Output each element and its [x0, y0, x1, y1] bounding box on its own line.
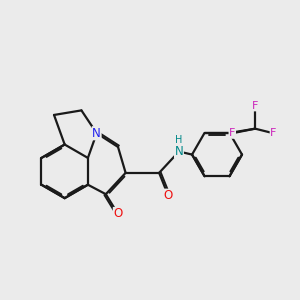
- Text: N: N: [92, 127, 101, 140]
- Text: F: F: [252, 101, 258, 111]
- Text: N: N: [175, 145, 183, 158]
- Text: H: H: [175, 135, 182, 145]
- Text: O: O: [164, 189, 173, 202]
- Text: O: O: [113, 208, 123, 220]
- Text: F: F: [270, 128, 277, 138]
- Text: F: F: [229, 128, 236, 138]
